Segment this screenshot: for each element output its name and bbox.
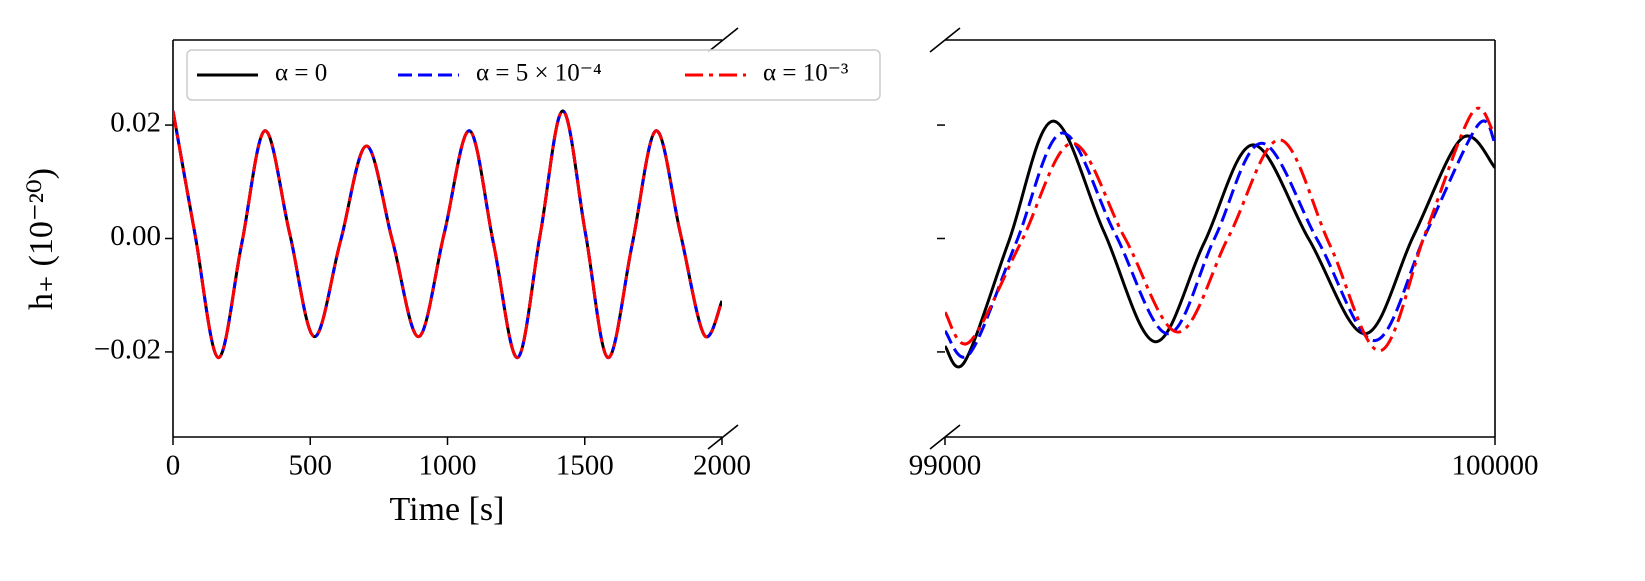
x-tick-label: 99000 — [909, 450, 982, 482]
x-axis-label: Time [s] — [390, 491, 505, 528]
break-mark — [707, 424, 739, 450]
legend-label: α = 0 — [275, 60, 327, 87]
y-tick-label: 0.00 — [110, 220, 161, 252]
x-tick-label: 500 — [289, 450, 333, 482]
legend-label: α = 5 × 10⁻⁴ — [476, 60, 602, 87]
break-mark — [707, 27, 739, 53]
line-series — [173, 109, 722, 360]
line-series — [945, 119, 1495, 369]
line-series — [173, 109, 722, 360]
y-tick-label: 0.02 — [110, 107, 161, 139]
legend-label: α = 10⁻³ — [763, 60, 849, 87]
break-mark — [929, 27, 961, 53]
y-tick-label: −0.02 — [94, 334, 161, 366]
x-tick-label: 2000 — [693, 450, 751, 482]
line-series — [945, 106, 1495, 353]
line-series — [173, 109, 722, 360]
x-tick-label: 100000 — [1452, 450, 1539, 482]
legend-box — [186, 49, 881, 101]
x-tick-label: 1000 — [419, 450, 477, 482]
y-axis-label: h₊ (10⁻²⁰) — [23, 168, 60, 310]
x-tick-label: 1500 — [556, 450, 614, 482]
x-tick-label: 0 — [166, 450, 181, 482]
